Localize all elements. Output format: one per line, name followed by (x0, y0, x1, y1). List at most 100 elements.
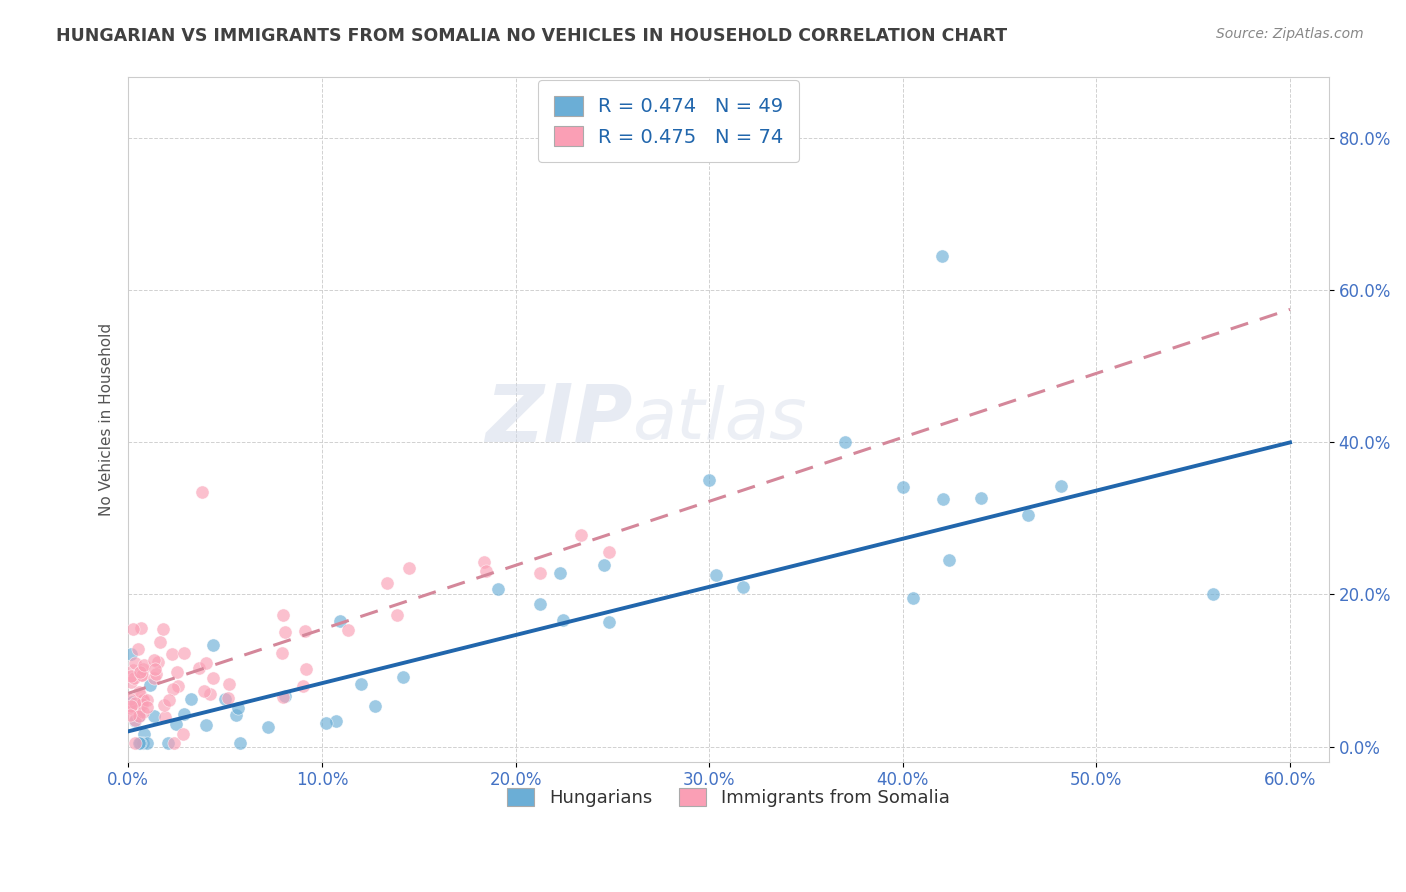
Point (143, 662, 166, 676)
Point (336, 623, 359, 637)
Point (120, 701, 142, 715)
Text: ZIP: ZIP (485, 381, 633, 458)
Point (121, 695, 143, 709)
Point (132, 736, 155, 750)
Point (129, 665, 152, 680)
Point (129, 621, 152, 635)
Point (166, 665, 188, 679)
Point (592, 558, 614, 572)
Point (127, 702, 149, 716)
Y-axis label: No Vehicles in Household: No Vehicles in Household (100, 323, 114, 516)
Text: HUNGARIAN VS IMMIGRANTS FROM SOMALIA NO VEHICLES IN HOUSEHOLD CORRELATION CHART: HUNGARIAN VS IMMIGRANTS FROM SOMALIA NO … (56, 27, 1007, 45)
Point (124, 656, 146, 670)
Point (377, 576, 399, 591)
Point (325, 714, 347, 728)
Point (124, 696, 146, 710)
Point (173, 646, 195, 660)
Point (529, 566, 551, 580)
Point (122, 671, 145, 685)
Point (194, 657, 217, 671)
Point (124, 713, 146, 727)
Point (131, 667, 153, 681)
Point (938, 553, 960, 567)
Point (188, 661, 211, 675)
Point (350, 677, 373, 691)
Point (163, 736, 186, 750)
Point (193, 684, 215, 698)
Point (569, 528, 592, 542)
Point (294, 624, 316, 639)
Point (162, 681, 184, 696)
Point (127, 641, 149, 656)
Point (139, 678, 162, 692)
Point (160, 647, 183, 661)
Point (172, 727, 194, 741)
Point (132, 693, 155, 707)
Point (129, 665, 152, 680)
Point (295, 662, 318, 676)
Point (191, 484, 214, 499)
Point (1201, 587, 1223, 601)
Point (834, 435, 856, 450)
Point (122, 700, 145, 714)
Point (529, 597, 551, 611)
Point (218, 676, 240, 690)
Point (124, 736, 146, 750)
Point (901, 591, 924, 606)
Point (143, 709, 166, 723)
Point (132, 727, 155, 741)
Point (167, 679, 190, 693)
Point (131, 697, 153, 711)
Point (202, 638, 225, 652)
Point (225, 708, 247, 723)
Point (122, 622, 145, 636)
Point (149, 635, 172, 649)
Point (1049, 479, 1071, 493)
Point (136, 693, 159, 707)
Point (128, 709, 150, 723)
Point (131, 668, 153, 682)
Point (214, 692, 236, 706)
Point (145, 666, 167, 681)
Point (135, 700, 157, 714)
Point (256, 720, 278, 734)
Point (152, 622, 174, 636)
Point (733, 580, 755, 594)
Point (273, 690, 295, 705)
Point (165, 717, 187, 731)
Text: atlas: atlas (633, 385, 807, 454)
Point (124, 714, 146, 728)
Point (551, 613, 574, 627)
Point (120, 674, 142, 689)
Point (200, 687, 222, 701)
Legend: Hungarians, Immigrants from Somalia: Hungarians, Immigrants from Somalia (501, 780, 957, 814)
Point (120, 669, 142, 683)
Point (173, 706, 195, 721)
Point (128, 708, 150, 723)
Point (217, 691, 239, 706)
Point (159, 692, 181, 706)
Point (706, 567, 728, 582)
Point (315, 715, 337, 730)
Point (128, 684, 150, 698)
Point (122, 663, 145, 677)
Point (329, 614, 352, 628)
Point (132, 691, 155, 706)
Point (598, 615, 620, 629)
Point (120, 692, 142, 706)
Point (891, 480, 914, 494)
Point (132, 662, 155, 676)
Point (970, 491, 993, 505)
Point (697, 474, 720, 488)
Point (155, 710, 177, 724)
Point (146, 655, 169, 669)
Text: Source: ZipAtlas.com: Source: ZipAtlas.com (1216, 27, 1364, 41)
Point (931, 249, 953, 263)
Point (128, 736, 150, 750)
Point (125, 699, 148, 714)
Point (129, 690, 152, 704)
Point (274, 624, 297, 639)
Point (153, 698, 176, 712)
Point (120, 707, 142, 722)
Point (271, 607, 294, 622)
